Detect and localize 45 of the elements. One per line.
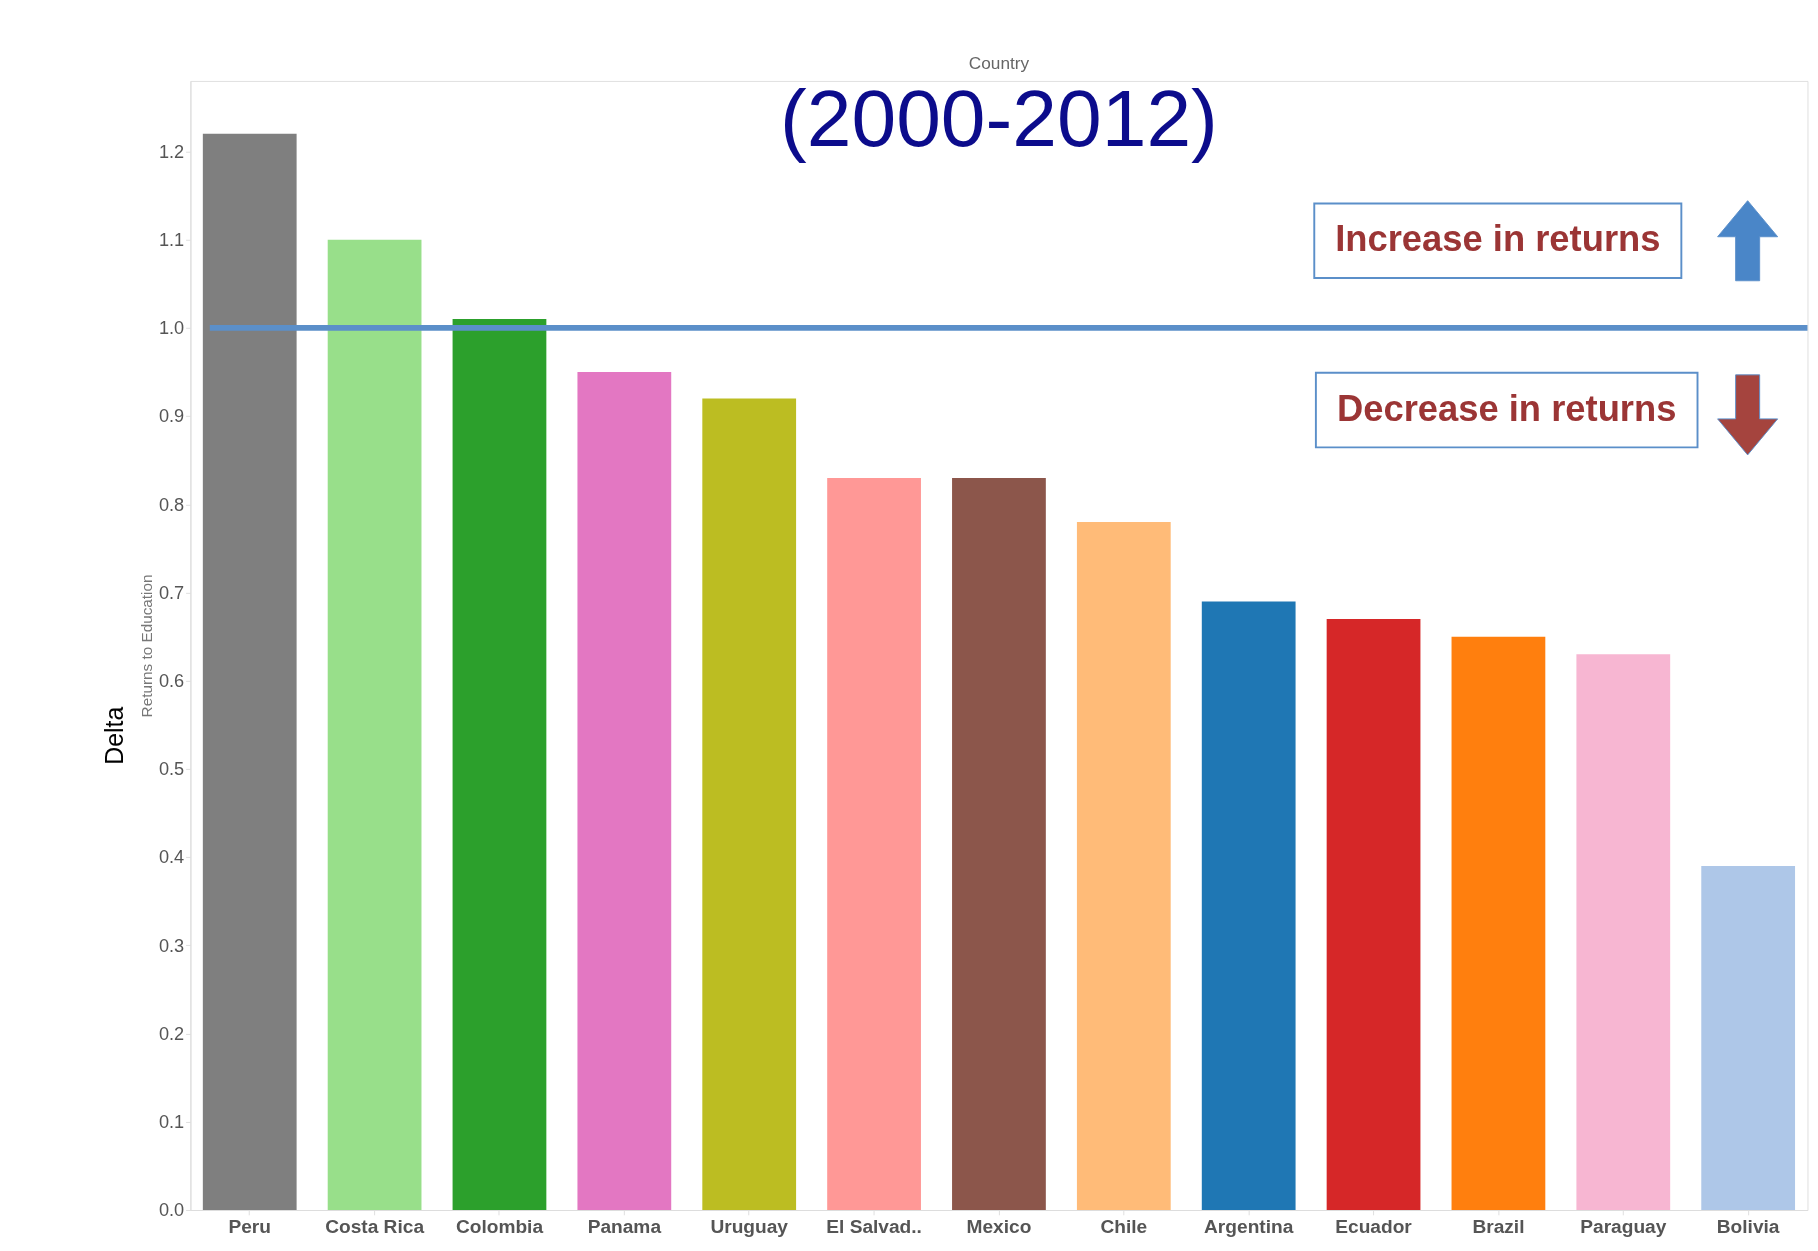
y-tick-label: 0.9 (158, 406, 185, 427)
y-tick-label: 1.1 (158, 229, 185, 250)
bar (452, 319, 547, 1211)
y-tick-label: 0.4 (158, 847, 185, 868)
x-tick-label: Argentina (1204, 1215, 1294, 1237)
chart-title: (2000-2012) (780, 73, 1218, 164)
bar (1701, 866, 1796, 1211)
x-tick-label: Ecuador (1335, 1215, 1413, 1237)
bar (702, 398, 797, 1211)
bar (327, 239, 422, 1211)
y-tick-label: 0.2 (158, 1023, 185, 1044)
y-tick-label: 0.8 (158, 494, 185, 515)
bar (202, 133, 297, 1211)
bar (577, 372, 672, 1211)
annotation: Decrease in returns (1336, 387, 1677, 429)
x-tick-label: Peru (228, 1215, 271, 1237)
y-tick-label: 1.0 (158, 318, 185, 339)
bar (1201, 601, 1296, 1211)
y-tick-label: 0.7 (158, 582, 185, 603)
bar (827, 477, 921, 1211)
bar (952, 477, 1046, 1211)
y-tick-label: 0.3 (158, 935, 185, 956)
annotation: Increase in returns (1335, 218, 1661, 260)
text: Delta (100, 706, 129, 765)
y-tick-label: 1.2 (158, 141, 185, 162)
bar (1076, 521, 1171, 1211)
x-tick-label: Mexico (966, 1215, 1032, 1237)
x-tick-label: Colombia (455, 1215, 544, 1237)
y-tick-label: 0.5 (158, 759, 185, 780)
x-tick-label: El Salvad.. (826, 1215, 922, 1237)
bar (1576, 654, 1671, 1211)
x-tick-label: Uruguay (710, 1215, 789, 1237)
y-axis-title: Returns to Education (138, 574, 156, 718)
bar (1326, 619, 1421, 1211)
x-tick-label: Costa Rica (325, 1215, 425, 1237)
x-tick-label: Panama (587, 1215, 662, 1237)
y-tick-label: 0.0 (158, 1200, 185, 1221)
x-tick-label: Paraguay (1580, 1215, 1667, 1237)
x-tick-label: Bolivia (1716, 1215, 1780, 1237)
x-axis-title: Country (968, 53, 1030, 74)
y-tick-label: 0.1 (158, 1112, 185, 1133)
bar (1451, 636, 1546, 1211)
x-tick-label: Brazil (1472, 1215, 1525, 1237)
x-tick-label: Chile (1100, 1215, 1148, 1237)
y-tick-label: 0.6 (158, 670, 185, 691)
